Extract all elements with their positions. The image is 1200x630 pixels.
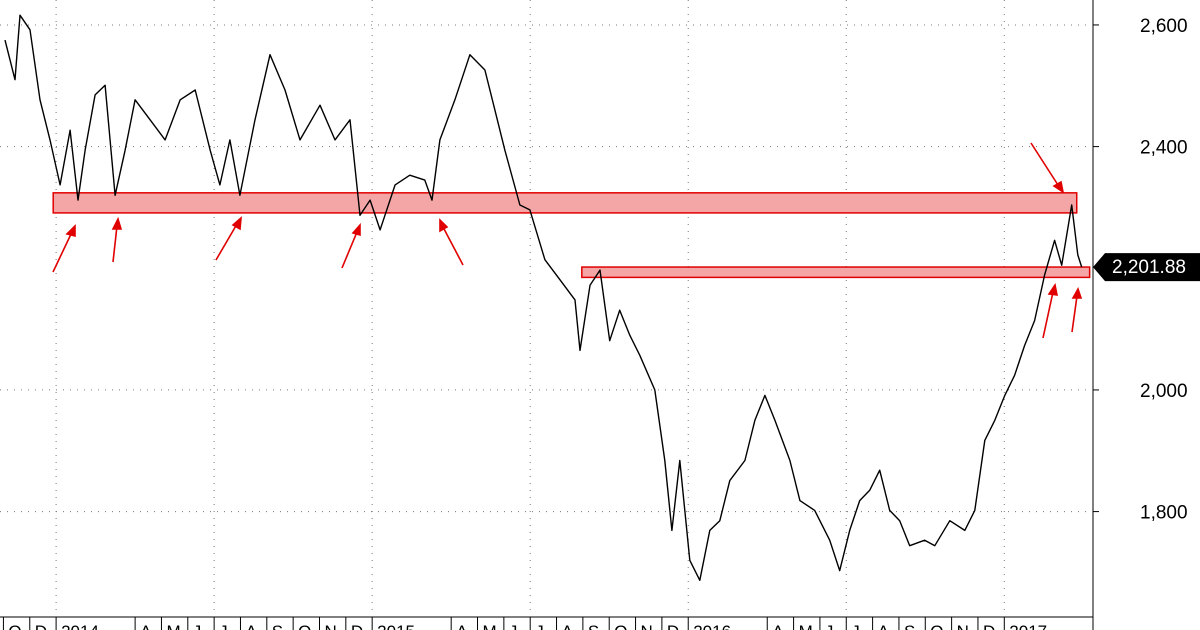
x-tick-label: O [930, 622, 943, 630]
x-tick-label: J [825, 622, 834, 630]
axes: 2,600 2,400 2,000 1,800 O D 2014 A M J J A S O N D 2015 A… [2, 16, 1200, 630]
x-tick-label: A [140, 622, 152, 630]
arrowhead [111, 216, 123, 230]
y-tick-label: 2,600 [1140, 16, 1188, 37]
grid [0, 0, 1092, 615]
arrow [112, 225, 118, 263]
x-tick-label: M [799, 622, 813, 630]
zones [52, 192, 1091, 279]
x-tick-label: A [245, 622, 257, 630]
x-tick-label: O [8, 622, 21, 630]
x-tick-label: S [904, 622, 915, 630]
arrow [1030, 142, 1059, 186]
x-tick-label: J [219, 622, 228, 630]
x-tick-label: J [535, 622, 544, 630]
x-tick-label: D [35, 622, 47, 630]
x-tick-label: 2015 [377, 622, 415, 630]
arrowhead [1071, 287, 1083, 299]
x-tick-label: D [351, 622, 363, 630]
x-tick-label: M [483, 622, 497, 630]
x-tick-label: N [324, 622, 336, 630]
x-tick-label: S [272, 622, 283, 630]
price-tag [1093, 253, 1200, 282]
x-tick-label: J [193, 622, 202, 630]
arrowhead [65, 224, 76, 238]
arrow [442, 226, 464, 266]
arrow [215, 223, 238, 261]
x-tick-label: A [878, 622, 890, 630]
x-tick-label: N [641, 622, 653, 630]
plot [4, 14, 1083, 581]
arrowhead [351, 222, 361, 237]
x-tick-label: A [456, 622, 468, 630]
arrows [52, 142, 1083, 339]
arrowhead [1052, 180, 1065, 194]
x-tick-label: J [851, 622, 860, 630]
x-tick-label: D [667, 622, 679, 630]
y-tick-label: 1,800 [1140, 503, 1188, 524]
x-tick-label: A [772, 622, 784, 630]
arrow [1071, 295, 1078, 333]
arrow [52, 231, 73, 273]
x-tick-label: O [614, 622, 627, 630]
arrowhead [1047, 282, 1059, 296]
x-tick-label: D [983, 622, 995, 630]
x-tick-label: J [509, 622, 517, 630]
price-tag-label: 2,201.88 [1112, 257, 1186, 278]
arrowhead [231, 216, 242, 231]
arrow [341, 231, 358, 269]
x-tick-label: M [166, 622, 180, 630]
y-tick-label: 2,000 [1140, 381, 1188, 402]
x-tick-label: N [957, 622, 969, 630]
y-tick-label: 2,400 [1140, 138, 1188, 159]
x-tick-label: 2014 [61, 622, 99, 630]
x-tick-label: O [298, 622, 311, 630]
zone [581, 266, 1091, 279]
x-tick-label: 2017 [1009, 622, 1047, 630]
x-tick-label: S [588, 622, 599, 630]
zone [52, 192, 1078, 214]
x-tick-label: 2016 [693, 622, 731, 630]
price-line [4, 14, 1083, 581]
arrow [1042, 291, 1054, 339]
x-tick-label: A [562, 622, 574, 630]
arrowhead [439, 218, 449, 233]
